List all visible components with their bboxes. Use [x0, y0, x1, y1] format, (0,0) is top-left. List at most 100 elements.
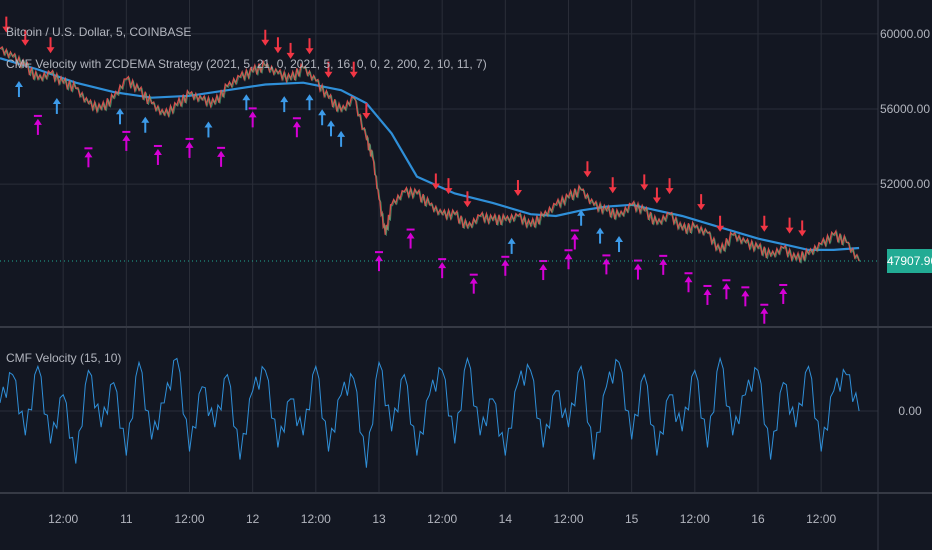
- entry-marker-head: [406, 232, 415, 239]
- entry-marker-icon: [374, 251, 383, 272]
- sell-arrow-head: [652, 197, 661, 204]
- buy-arrow-head: [318, 109, 327, 116]
- buy-arrow-head: [280, 96, 289, 103]
- entry-marker-head: [292, 121, 301, 128]
- buy-arrow-icon: [116, 108, 125, 125]
- sell-arrow-head: [716, 225, 725, 232]
- price-axis-tick-label: 52000.00: [880, 177, 930, 191]
- entry-marker-bar: [84, 147, 93, 150]
- entry-marker-bar: [539, 260, 548, 263]
- oscillator-layer: [0, 356, 860, 468]
- sell-arrow-head: [608, 187, 617, 194]
- sell-arrow-head: [305, 48, 314, 55]
- time-axis-tick-label: 14: [499, 512, 513, 526]
- entry-marker-bar: [438, 258, 447, 261]
- sell-arrow-head: [760, 225, 769, 232]
- time-axis-tick-label: 12:00: [553, 512, 583, 526]
- buy-arrow-icon: [242, 94, 251, 111]
- entry-marker-bar: [633, 259, 642, 262]
- entry-marker-icon: [406, 228, 415, 249]
- moving-average-layer: [0, 57, 860, 251]
- time-axis-tick-label: 12:00: [680, 512, 710, 526]
- entry-marker-icon: [570, 229, 579, 250]
- buy-arrow-head: [14, 81, 23, 88]
- sell-arrow-head: [798, 230, 807, 237]
- entry-marker-head: [760, 307, 769, 314]
- buy-arrow-icon: [596, 227, 605, 244]
- buy-arrow-head: [337, 130, 346, 137]
- sell-arrow-head: [463, 201, 472, 208]
- entry-marker-icon: [659, 254, 668, 275]
- time-axis-tick-label: 12:00: [174, 512, 204, 526]
- entry-marker-head: [633, 263, 642, 270]
- entry-marker-icon: [33, 114, 42, 135]
- entry-marker-icon: [703, 284, 712, 305]
- entry-marker-bar: [703, 284, 712, 287]
- sell-arrow-icon: [665, 178, 674, 195]
- entry-marker-icon: [185, 137, 194, 158]
- time-axis-tick-label: 12: [246, 512, 260, 526]
- sell-arrow-icon: [349, 61, 358, 78]
- buy-arrow-icon: [577, 209, 586, 226]
- entry-marker-bar: [122, 130, 131, 133]
- entry-marker-bar: [406, 228, 415, 231]
- entry-marker-icon: [760, 303, 769, 324]
- entry-marker-head: [33, 118, 42, 125]
- buy-arrow-head: [596, 227, 605, 234]
- cmf-velocity-line: [0, 356, 860, 468]
- entry-marker-head: [153, 148, 162, 155]
- entry-marker-head: [501, 259, 510, 266]
- entry-marker-bar: [501, 255, 510, 258]
- buy-arrow-icon: [337, 130, 346, 147]
- entry-marker-head: [779, 287, 788, 294]
- entry-marker-head: [741, 290, 750, 297]
- entry-marker-icon: [469, 273, 478, 294]
- sell-arrow-icon: [798, 220, 807, 237]
- entry-marker-icon: [602, 254, 611, 275]
- sell-arrow-head: [286, 52, 295, 59]
- sell-arrow-icon: [608, 177, 617, 194]
- entry-marker-head: [602, 258, 611, 265]
- moving-average-line: [0, 57, 860, 251]
- entry-marker-head: [122, 134, 131, 141]
- sell-arrow-icon: [305, 38, 314, 55]
- sell-arrow-head: [640, 184, 649, 191]
- oscillator-legend: CMF Velocity (15, 10): [6, 351, 122, 365]
- price-axis-tick-label: 60000.00: [880, 27, 930, 41]
- entry-marker-head: [374, 255, 383, 262]
- entry-marker-head: [185, 141, 194, 148]
- price-axis-tick-label: 56000.00: [880, 102, 930, 116]
- buy-arrow-icon: [507, 237, 516, 254]
- buy-arrow-head: [326, 120, 335, 127]
- symbol-legend: Bitcoin / U.S. Dollar, 5, COINBASE: [6, 25, 192, 39]
- time-axis-tick-label: 12:00: [301, 512, 331, 526]
- entry-marker-icon: [84, 147, 93, 168]
- sell-arrow-icon: [46, 37, 55, 54]
- entry-marker-icon: [539, 260, 548, 281]
- sell-arrow-icon: [583, 161, 592, 178]
- entry-marker-bar: [722, 279, 731, 282]
- entry-marker-head: [438, 262, 447, 269]
- signal-marker-layer: [2, 16, 807, 324]
- time-axis-tick-label: 12:00: [806, 512, 836, 526]
- buy-arrow-head: [615, 236, 624, 243]
- oscillator-axis-tick-label: 0.00: [898, 404, 922, 418]
- buy-arrow-head: [204, 121, 213, 128]
- entry-marker-icon: [248, 107, 257, 128]
- price-layer: [0, 45, 861, 264]
- buy-arrow-icon: [204, 121, 213, 138]
- sell-arrow-head: [261, 39, 270, 46]
- entry-marker-bar: [779, 283, 788, 286]
- entry-marker-bar: [248, 107, 257, 110]
- buy-arrow-head: [242, 94, 251, 101]
- entry-marker-head: [659, 258, 668, 265]
- entry-marker-head: [217, 150, 226, 157]
- buy-arrow-head: [116, 108, 125, 115]
- buy-arrow-head: [305, 94, 314, 101]
- buy-arrow-icon: [318, 109, 327, 126]
- entry-marker-icon: [217, 146, 226, 167]
- entry-marker-icon: [684, 272, 693, 293]
- entry-marker-head: [539, 264, 548, 271]
